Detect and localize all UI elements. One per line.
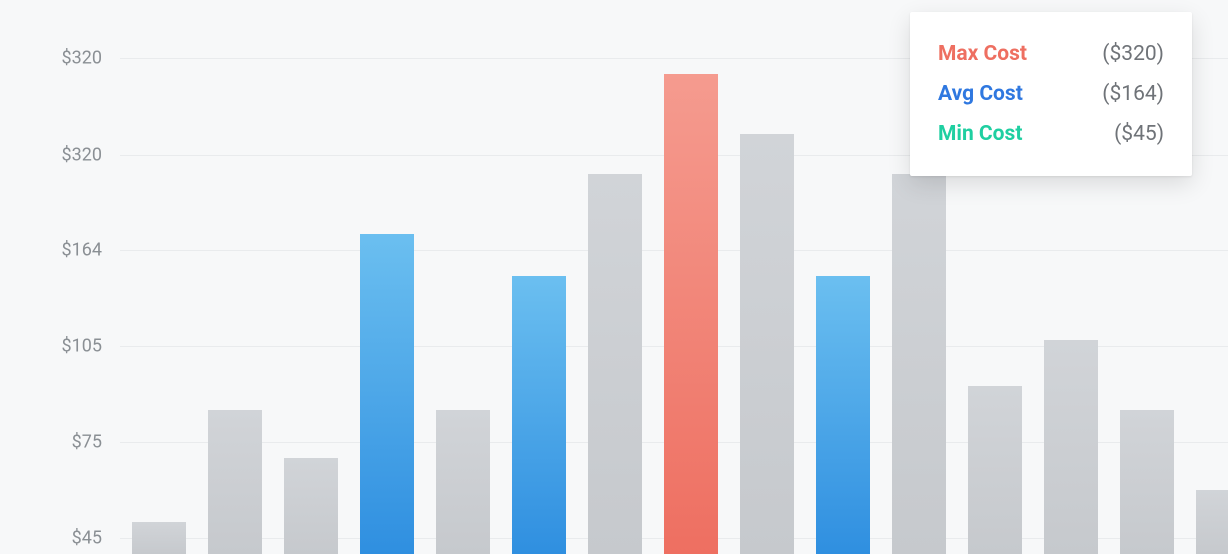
bar — [436, 410, 490, 554]
y-tick-label: $75 — [72, 432, 102, 453]
bar — [284, 458, 338, 554]
bar — [1044, 340, 1098, 554]
legend-card: Max Cost ($320) Avg Cost ($164) Min Cost ($45… — [910, 12, 1192, 176]
legend-label: Min Cost — [938, 122, 1022, 146]
bar — [512, 276, 566, 554]
legend-value: ($164) — [1102, 82, 1164, 106]
legend-row: Avg Cost ($164) — [938, 74, 1164, 114]
bar — [664, 74, 718, 554]
bar — [360, 234, 414, 554]
bar — [1196, 490, 1228, 554]
y-axis: $320 $320 $164 $105 $75 $45 — [0, 0, 120, 554]
legend-row: Max Cost ($320) — [938, 34, 1164, 74]
y-tick-label: $164 — [62, 240, 102, 261]
bar — [1120, 410, 1174, 554]
legend-row: Min Cost ($45) — [938, 114, 1164, 154]
y-tick-label: $320 — [62, 48, 102, 69]
bar — [968, 386, 1022, 554]
y-tick-label: $105 — [62, 336, 102, 357]
bar — [892, 174, 946, 554]
bar — [208, 410, 262, 554]
bar — [740, 134, 794, 554]
legend-value: ($45) — [1114, 122, 1164, 146]
cost-bar-chart: $320 $320 $164 $105 $75 $45 Max Cost ($320) Avg… — [0, 0, 1228, 554]
y-tick-label: $45 — [72, 528, 102, 549]
legend-label: Max Cost — [938, 42, 1027, 66]
y-tick-label: $320 — [62, 145, 102, 166]
bar — [816, 276, 870, 554]
legend-value: ($320) — [1102, 42, 1164, 66]
bar — [588, 174, 642, 554]
legend-label: Avg Cost — [938, 82, 1023, 106]
bar — [132, 522, 186, 554]
